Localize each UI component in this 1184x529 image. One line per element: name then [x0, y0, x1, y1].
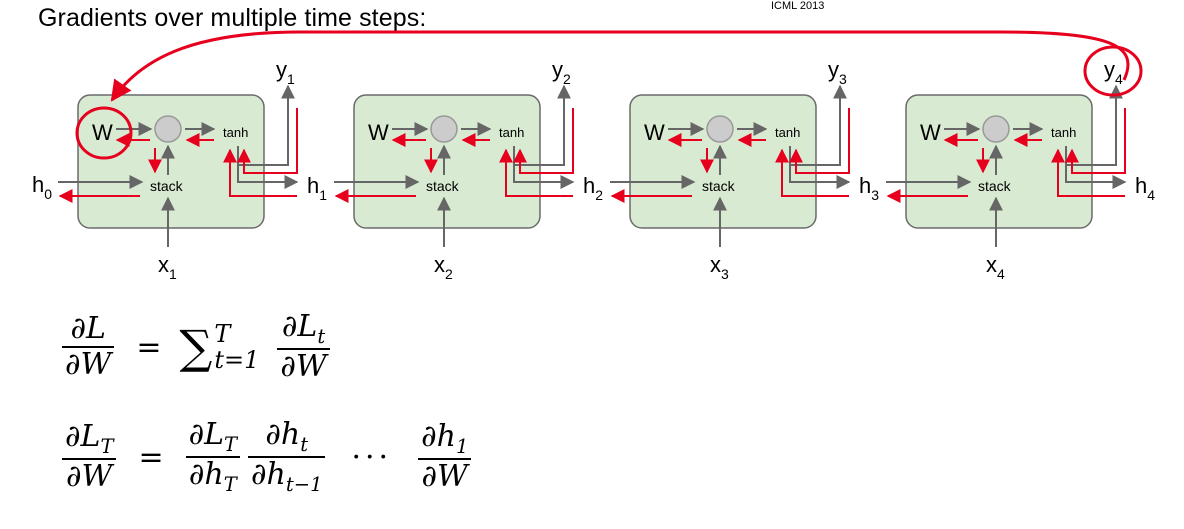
eq1-rhs-denominator: ∂W: [280, 349, 327, 385]
eq2-lhs-numerator-sub: T: [100, 434, 114, 458]
eq2-lhs-denominator: ∂W: [66, 459, 113, 495]
multiply-node: [982, 115, 1010, 143]
eq2-ellipsis: ···: [351, 439, 393, 475]
multiply-node: [430, 115, 458, 143]
equation-chain-rule: ∂LT ∂W = ∂LT ∂hT ∂ht ∂ht−1 ··· ∂h1 ∂W: [58, 417, 475, 497]
highlight-circle-w: [75, 106, 133, 160]
output-label-1: y1: [276, 57, 295, 87]
input-label-3: x3: [710, 252, 729, 282]
eq2-factor-2: ∂ht ∂ht−1: [248, 417, 326, 497]
tanh-to-output-arrow: [238, 84, 295, 166]
grad-from-next-hidden-arrow: [499, 148, 573, 197]
tanh-label: tanh: [223, 125, 248, 140]
eq2-factor-3: ∂h1 ∂W: [418, 418, 472, 495]
backprop-long-arrow: [110, 30, 1130, 102]
eq2-factor-1: ∂LT ∂hT: [185, 417, 241, 497]
tanh-to-output-arrow: [514, 84, 571, 166]
equation-total-gradient: ∂L ∂W = ∑ T t=1 ∂Lt ∂W: [58, 309, 334, 385]
hidden-state-label-0: h0: [32, 172, 52, 202]
grad-from-output-arrow: [513, 108, 574, 174]
hidden-state-label-1: h1: [307, 173, 327, 203]
eq2-f3-denominator: ∂W: [421, 459, 468, 495]
eq1-rhs-fraction: ∂Lt ∂W: [277, 309, 330, 385]
overlay-layer: [75, 30, 1143, 160]
hidden-state-label-3: h3: [859, 173, 879, 203]
tanh-to-output-arrow: [790, 84, 847, 166]
citation-label: ICML 2013: [771, 0, 825, 12]
stack-label: stack: [702, 178, 736, 194]
grad-from-next-hidden-arrow: [1051, 148, 1125, 197]
cell-box: [77, 94, 265, 229]
eq2-f2-numerator-sub: t: [300, 433, 309, 456]
tanh-label: tanh: [1051, 125, 1076, 140]
eq2-f1-denominator-sub: T: [223, 473, 237, 497]
cell-box: [905, 94, 1093, 229]
tanh-label: tanh: [499, 125, 524, 140]
output-label-3: y3: [828, 57, 847, 87]
grad-from-output-arrow: [789, 108, 850, 174]
eq2-equals: =: [138, 439, 164, 475]
hidden-state-label-4: h4: [1135, 173, 1155, 203]
input-label-4: x4: [986, 252, 1005, 282]
eq1-rhs-numerator: ∂L: [281, 309, 318, 344]
tanh-label: tanh: [775, 125, 800, 140]
grad-from-output-arrow: [1065, 108, 1126, 174]
sum-sign: ∑: [179, 320, 213, 375]
eq1-rhs-numerator-sub: t: [317, 325, 326, 348]
cell-box: [629, 94, 817, 229]
eq2-f1-denominator: ∂h: [188, 457, 224, 493]
eq2-f1-numerator-sub: T: [224, 433, 238, 456]
slide-title: Gradients over multiple time steps:: [38, 4, 427, 32]
highlight-circle-y4: [1083, 45, 1143, 97]
input-label-1: x1: [158, 252, 177, 282]
output-label-4: y4: [1104, 57, 1123, 87]
weight-label: W: [644, 120, 665, 145]
sum-lower-limit: t=1: [214, 346, 260, 375]
weight-label: W: [368, 120, 389, 145]
grad-from-next-hidden-arrow: [223, 148, 297, 197]
stack-label: stack: [978, 178, 1012, 194]
multiply-node: [154, 115, 182, 143]
eq2-f2-denominator: ∂h: [251, 457, 286, 493]
weight-label: W: [92, 120, 113, 145]
eq2-f3-numerator-sub: 1: [455, 434, 469, 458]
grad-from-next-hidden-arrow: [775, 148, 849, 197]
eq2-lhs-fraction: ∂LT ∂W: [62, 418, 117, 495]
eq2-f2-numerator: ∂h: [265, 417, 301, 452]
eq1-lhs-fraction: ∂L ∂W: [62, 310, 115, 383]
eq2-f2-denominator-sub: t−1: [285, 473, 323, 497]
eq1-lhs-denominator: ∂W: [65, 347, 112, 383]
tanh-to-output-arrow: [1066, 84, 1123, 166]
sum-upper-limit: T: [214, 320, 231, 349]
eq1-lhs-numerator: ∂L: [70, 310, 106, 346]
eq2-f3-numerator: ∂h: [421, 418, 456, 454]
grad-from-output-arrow: [237, 108, 298, 174]
stack-label: stack: [426, 178, 460, 194]
input-label-2: x2: [434, 252, 453, 282]
cell-box: [353, 94, 541, 229]
hidden-state-label-2: h2: [583, 173, 603, 203]
weight-label: W: [920, 120, 941, 145]
eq1-equals: =: [136, 329, 162, 365]
eq2-lhs-numerator: ∂L: [65, 418, 101, 454]
stack-label: stack: [150, 178, 184, 194]
output-label-2: y2: [552, 57, 571, 87]
multiply-node: [706, 115, 734, 143]
eq2-f1-numerator: ∂L: [188, 417, 225, 452]
eq1-summation: ∑ T t=1: [180, 321, 260, 374]
